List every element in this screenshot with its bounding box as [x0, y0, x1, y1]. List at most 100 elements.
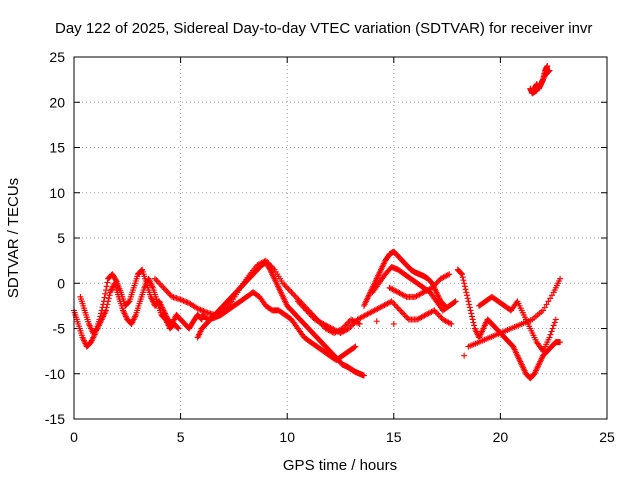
data-point	[540, 307, 547, 314]
data-point	[177, 296, 184, 303]
data-point	[461, 280, 468, 287]
data-point	[537, 82, 544, 89]
data-point	[159, 283, 166, 290]
data-point	[181, 298, 188, 305]
series-trace-c	[194, 259, 367, 379]
data-point	[551, 319, 558, 326]
data-point	[435, 311, 442, 318]
data-point	[281, 281, 288, 288]
series-trace-b	[77, 275, 182, 337]
data-point	[103, 304, 110, 311]
data-point	[448, 320, 455, 327]
data-point	[459, 274, 466, 281]
data-point	[466, 301, 473, 308]
y-tick-labels: -15 -10 -5 0 5 10 15 20 25	[45, 49, 65, 427]
data-point	[402, 293, 409, 300]
data-point	[288, 289, 295, 296]
data-point	[541, 304, 548, 311]
y-tick-label: 25	[49, 49, 65, 65]
x-tick-label: 20	[493, 429, 509, 445]
data-point	[351, 344, 358, 351]
series-trace-f	[294, 298, 455, 337]
data-point	[291, 292, 298, 299]
data-point	[543, 301, 550, 308]
data-point	[112, 277, 119, 284]
y-tick-label: -15	[45, 411, 65, 427]
data-point	[104, 279, 111, 286]
data-point	[289, 290, 296, 297]
data-point	[164, 289, 171, 296]
grid-lines	[74, 57, 607, 419]
data-point	[444, 271, 451, 278]
series-trace-l	[476, 293, 559, 355]
series-trace-e	[152, 257, 363, 337]
data-point	[180, 297, 187, 304]
x-tick-label: 15	[386, 429, 402, 445]
data-point	[463, 292, 470, 299]
series-trace-j	[454, 266, 564, 382]
data-point	[198, 307, 205, 314]
data-point	[125, 299, 132, 306]
data-point	[284, 284, 291, 291]
y-tick-label: 0	[57, 275, 65, 291]
data-point	[468, 313, 475, 320]
data-point	[470, 319, 477, 326]
data-point	[552, 316, 559, 323]
y-tick-label: 20	[49, 94, 65, 110]
data-point	[387, 299, 394, 306]
data-point	[557, 339, 564, 346]
data-point	[101, 294, 108, 301]
y-tick-label: 5	[57, 230, 65, 246]
series-trace-o	[373, 318, 468, 359]
x-tick-labels: 0 5 10 15 20 25	[70, 429, 615, 445]
data-point	[465, 298, 472, 305]
data-point	[394, 304, 401, 311]
data-point	[200, 308, 207, 315]
y-axis-label: SDTVAR / TECUs	[5, 178, 22, 298]
data-point	[163, 287, 170, 294]
x-axis-label: GPS time / hours	[283, 457, 397, 474]
data-point	[102, 290, 109, 297]
data-point	[174, 324, 181, 331]
data-point	[166, 290, 173, 297]
data-point	[102, 287, 109, 294]
data-point	[461, 352, 468, 359]
data-point	[392, 302, 399, 309]
data-point	[397, 307, 404, 314]
x-tick-label: 10	[279, 429, 295, 445]
data-point	[548, 328, 555, 335]
data-point	[175, 325, 182, 332]
data-point	[550, 322, 557, 329]
data-point	[106, 292, 113, 299]
data-points	[71, 63, 564, 382]
data-point	[356, 320, 363, 327]
y-tick-label: 10	[49, 185, 65, 201]
data-point	[102, 307, 109, 314]
series-trace-n	[529, 67, 553, 97]
data-point	[462, 286, 469, 293]
data-point	[547, 331, 554, 338]
data-point	[104, 301, 111, 308]
data-point	[194, 305, 201, 312]
data-point	[468, 310, 475, 317]
data-point	[105, 298, 112, 305]
data-point	[546, 334, 553, 341]
data-point	[197, 306, 204, 313]
chart-title: Day 122 of 2025, Sidereal Day-to-day VTE…	[55, 20, 592, 37]
data-point	[467, 307, 474, 314]
data-point	[373, 318, 380, 325]
data-point	[471, 322, 478, 329]
data-point	[183, 298, 190, 305]
series-trace-h	[369, 263, 459, 314]
data-point	[401, 311, 408, 318]
data-point	[282, 283, 289, 290]
x-tick-label: 5	[177, 429, 185, 445]
data-point	[436, 313, 443, 320]
data-point	[544, 63, 551, 70]
data-point	[390, 299, 397, 306]
data-point	[432, 308, 439, 315]
plot-frame	[73, 56, 608, 420]
data-point	[196, 306, 203, 313]
data-point	[402, 313, 409, 320]
